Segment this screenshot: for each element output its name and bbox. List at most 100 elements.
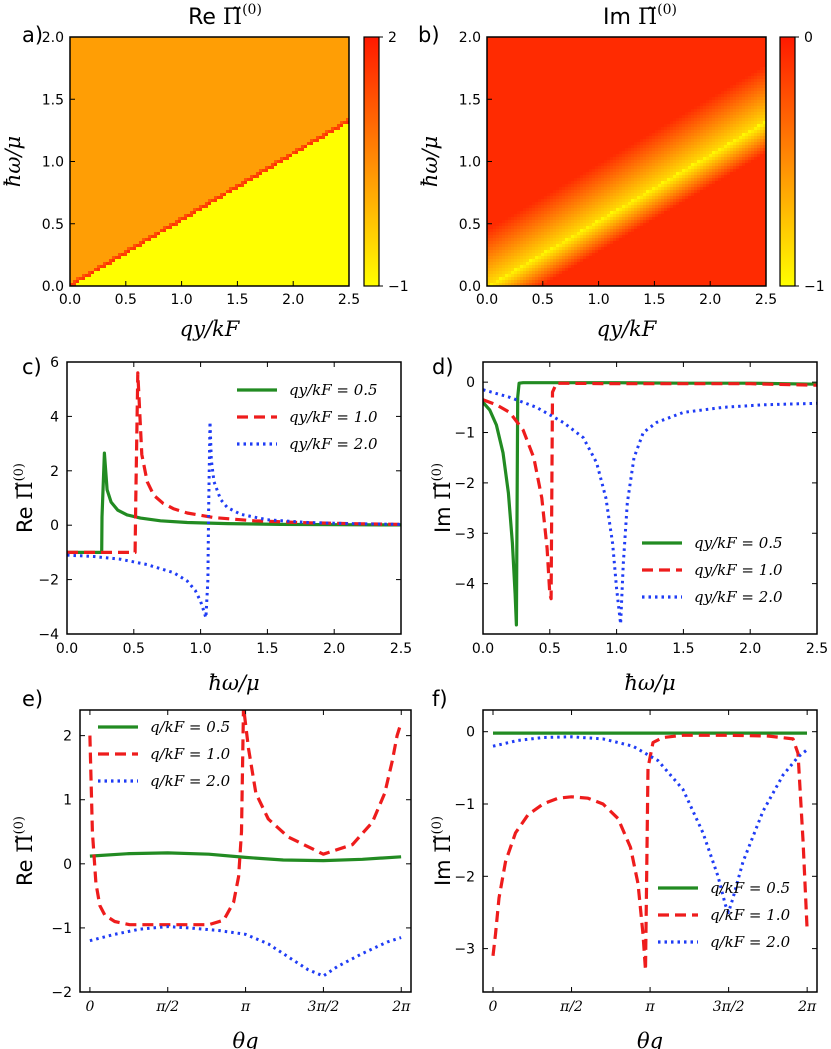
heatmap-cell <box>94 175 97 178</box>
heatmap-cell <box>229 94 232 97</box>
heatmap-cell <box>154 157 157 160</box>
heatmap-cell <box>115 61 118 64</box>
heatmap-cell <box>160 115 163 118</box>
heatmap-cell <box>94 154 97 157</box>
heatmap-cell <box>217 103 220 106</box>
heatmap-cell <box>118 160 121 163</box>
heatmap-cell <box>91 133 94 136</box>
heatmap-cell <box>94 121 97 124</box>
heatmap-cell <box>184 235 187 238</box>
heatmap-cell <box>91 169 94 172</box>
heatmap-cell <box>151 115 154 118</box>
heatmap-cell <box>127 100 130 103</box>
heatmap-cell <box>217 157 220 160</box>
heatmap-cell <box>217 145 220 148</box>
heatmap-cell <box>112 253 115 256</box>
heatmap-cell <box>154 214 157 217</box>
heatmap-cell <box>244 214 247 217</box>
heatmap-cell <box>100 70 103 73</box>
heatmap-cell <box>115 256 118 259</box>
heatmap-cell <box>235 238 238 241</box>
heatmap-cell <box>142 145 145 148</box>
heatmap-cell <box>229 88 232 91</box>
heatmap-cell <box>73 154 76 157</box>
heatmap-cell <box>169 61 172 64</box>
heatmap-cell <box>118 178 121 181</box>
heatmap-cell <box>151 226 154 229</box>
heatmap-cell <box>148 157 151 160</box>
heatmap-cell <box>229 43 232 46</box>
heatmap-cell <box>187 106 190 109</box>
heatmap-cell <box>220 166 223 169</box>
heatmap-cell <box>202 259 205 262</box>
heatmap-cell <box>184 259 187 262</box>
heatmap-cell <box>139 181 142 184</box>
heatmap-cell <box>208 181 211 184</box>
heatmap-cell <box>73 148 76 151</box>
heatmap-cell <box>136 109 139 112</box>
heatmap-cell <box>73 265 76 268</box>
heatmap-cell <box>214 52 217 55</box>
heatmap-cell <box>184 46 187 49</box>
heatmap-cell <box>172 157 175 160</box>
heatmap-cell <box>226 169 229 172</box>
heatmap-cell <box>214 259 217 262</box>
heatmap-cell <box>91 232 94 235</box>
heatmap-cell <box>214 103 217 106</box>
heatmap-cell <box>160 148 163 151</box>
heatmap-cell <box>166 106 169 109</box>
heatmap-cell <box>238 124 241 127</box>
heatmap-cell <box>121 130 124 133</box>
heatmap-cell <box>130 175 133 178</box>
heatmap-cell <box>232 232 235 235</box>
heatmap-cell <box>172 61 175 64</box>
heatmap-cell <box>121 175 124 178</box>
heatmap-cell <box>136 91 139 94</box>
heatmap-cell <box>217 43 220 46</box>
heatmap-cell <box>124 250 127 253</box>
heatmap-cell <box>145 142 148 145</box>
heatmap-cell <box>103 40 106 43</box>
heatmap-cell <box>76 223 79 226</box>
heatmap-cell <box>73 94 76 97</box>
heatmap-cell <box>100 184 103 187</box>
heatmap-cell <box>79 43 82 46</box>
heatmap-cell <box>76 208 79 211</box>
heatmap-cell <box>181 238 184 241</box>
heatmap-cell <box>214 70 217 73</box>
heatmap-cell <box>136 271 139 274</box>
heatmap-cell <box>118 61 121 64</box>
heatmap-cell <box>124 241 127 244</box>
heatmap-cell <box>76 196 79 199</box>
heatmap-cell <box>100 262 103 265</box>
heatmap-cell <box>178 91 181 94</box>
heatmap-cell <box>175 127 178 130</box>
heatmap-cell <box>160 241 163 244</box>
heatmap-cell <box>181 85 184 88</box>
heatmap-cell <box>247 85 250 88</box>
heatmap-cell <box>94 181 97 184</box>
heatmap-cell <box>130 100 133 103</box>
heatmap-cell <box>214 124 217 127</box>
heatmap-cell <box>232 166 235 169</box>
heatmap-cell <box>184 217 187 220</box>
heatmap-cell <box>169 127 172 130</box>
heatmap-cell <box>148 88 151 91</box>
heatmap-cell <box>160 124 163 127</box>
heatmap-cell <box>244 121 247 124</box>
heatmap-cell <box>118 205 121 208</box>
heatmap-cell <box>172 190 175 193</box>
heatmap-cell <box>220 139 223 142</box>
heatmap-cell <box>205 136 208 139</box>
heatmap-cell <box>148 214 151 217</box>
heatmap-cell <box>241 142 244 145</box>
heatmap-cell <box>229 106 232 109</box>
heatmap-cell <box>196 262 199 265</box>
heatmap-cell <box>148 79 151 82</box>
heatmap-cell <box>220 142 223 145</box>
heatmap-cell <box>217 154 220 157</box>
heatmap-cell <box>178 232 181 235</box>
heatmap-cell <box>148 82 151 85</box>
heatmap-cell <box>136 250 139 253</box>
heatmap-cell <box>196 118 199 121</box>
